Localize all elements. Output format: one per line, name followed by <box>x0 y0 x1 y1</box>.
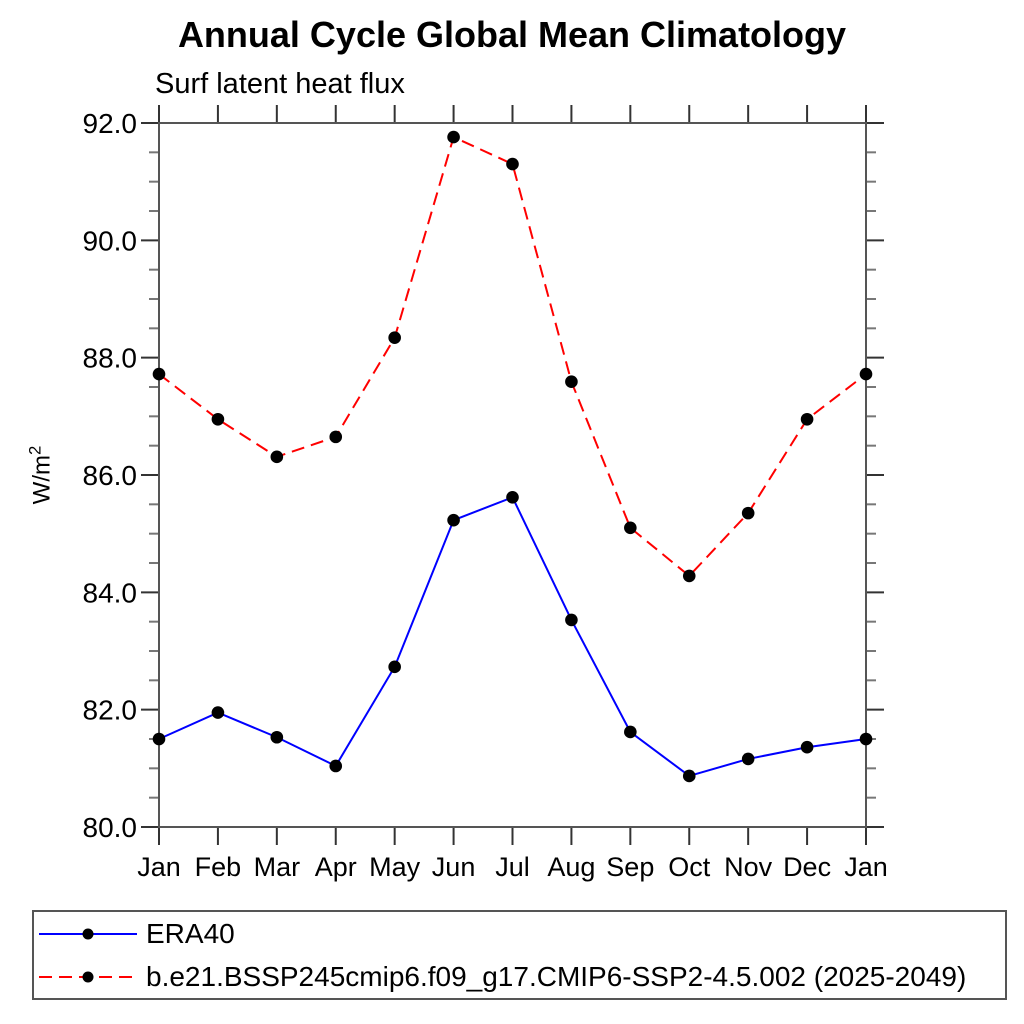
series-0-marker <box>270 730 284 744</box>
series-1-marker <box>506 157 519 171</box>
y-axis-tick-label: 82.0 <box>83 695 138 726</box>
series-1-marker <box>565 375 578 389</box>
y-axis-tick-label: 84.0 <box>83 577 138 608</box>
series-1-marker <box>741 506 755 520</box>
legend-label-1: b.e21.BSSP245cmip6.f09_g17.CMIP6-SSP2-4.… <box>146 960 967 992</box>
series-1-marker <box>859 367 873 381</box>
chart-subtitle: Surf latent heat flux <box>155 68 405 100</box>
legend-row-0: ERA40 <box>39 914 1005 954</box>
series-0-marker <box>447 513 460 527</box>
series-0-marker <box>506 490 519 504</box>
plot-area: 80.0 82.0 84.0 86.0 88.0 90.0 92.0 Jan Feb Mar Apr… <box>83 105 888 882</box>
x-axis-tick-label: Feb <box>195 852 242 882</box>
legend-row-1: b.e21.BSSP245cmip6.f09_g17.CMIP6-SSP2-4.… <box>39 957 1005 997</box>
x-axis-tick-label: Jun <box>432 852 476 882</box>
y-axis-tick-label: 90.0 <box>83 225 138 256</box>
y-axis-tick-label: 80.0 <box>83 812 138 843</box>
legend-line-sample-1 <box>39 971 137 982</box>
x-axis-tick-label: May <box>369 852 421 882</box>
legend-marker-icon <box>82 971 94 982</box>
series-line-1 <box>158 135 867 578</box>
series-0-marker <box>152 732 166 746</box>
series-0-marker <box>211 706 225 719</box>
series-0-marker <box>329 759 343 773</box>
series-1-marker <box>682 569 696 583</box>
series-1-marker <box>211 412 225 426</box>
series-0-marker <box>624 725 637 739</box>
y-axis-tick-label: 92.0 <box>83 108 138 139</box>
series-1-marker <box>152 367 166 381</box>
x-axis-tick-label: Apr <box>315 852 357 882</box>
series-0-marker <box>388 660 401 674</box>
series-0-marker <box>800 740 814 754</box>
x-axis-tick-label: Nov <box>724 852 773 882</box>
chart-title: Annual Cycle Global Mean Climatology <box>177 14 847 55</box>
y-axis-tick-label: 86.0 <box>83 460 138 491</box>
series-1-marker <box>329 430 343 444</box>
x-axis-tick-label: Jan <box>137 852 181 882</box>
x-axis-tick-label: Jul <box>495 852 530 882</box>
plot-frame <box>158 122 867 828</box>
series-1-marker <box>447 130 460 144</box>
x-axis-tick-label: Sep <box>606 852 654 882</box>
series-1-marker <box>270 450 284 464</box>
legend-label-0: ERA40 <box>146 917 235 949</box>
x-axis-tick-label: Mar <box>254 852 301 882</box>
series-1-marker <box>388 331 401 345</box>
series-1-marker <box>800 412 814 426</box>
series-0-marker <box>741 752 755 766</box>
legend-line-sample-0 <box>39 928 137 939</box>
x-axis-tick-label: Jan <box>844 852 888 882</box>
x-axis-tick-label: Oct <box>668 852 711 882</box>
legend: ERA40 b.e21.BSSP245cmip6.f09_g17.CMIP6-SS… <box>32 910 1007 1000</box>
series-0-marker <box>859 732 873 746</box>
series-0-marker <box>682 769 696 783</box>
series-line-0 <box>158 496 867 778</box>
x-axis-tick-label: Dec <box>783 852 831 882</box>
y-axis-tick-label: 88.0 <box>83 343 138 374</box>
series-0-marker <box>565 613 578 627</box>
x-axis-tick-label: Aug <box>547 852 595 882</box>
legend-marker-icon <box>82 928 94 939</box>
series-1-marker <box>624 521 637 535</box>
